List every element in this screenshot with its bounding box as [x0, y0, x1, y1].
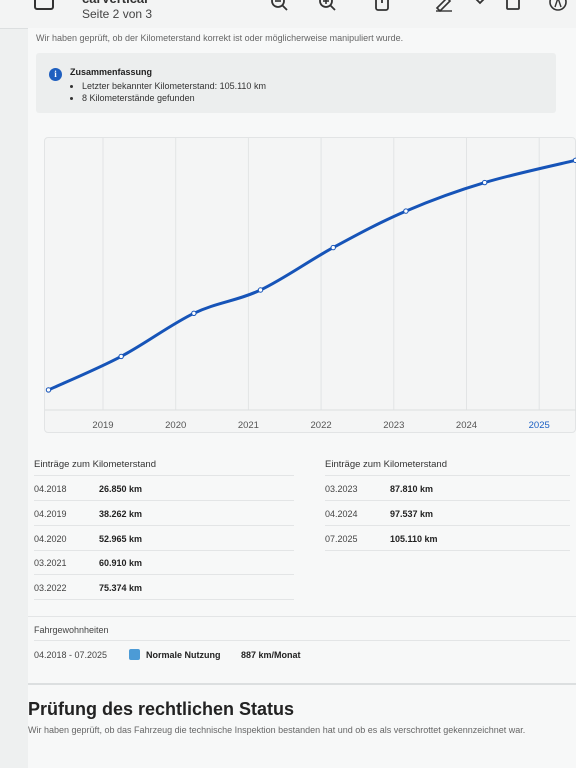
x-tick-label: 2019	[92, 420, 113, 431]
chevron-down-icon[interactable]	[470, 0, 490, 12]
mileage-chart: 2019 2020 2021 2022 2023 2024 2025	[44, 137, 576, 433]
summary-title: Zusammenfassung	[70, 67, 153, 77]
table-row-km: 105.110 km	[390, 534, 438, 544]
legal-status-text: Wir haben geprüft, ob das Fahrzeug die t…	[28, 725, 526, 735]
zoom-in-icon[interactable]	[318, 0, 338, 12]
table-row-km: 97.537 km	[390, 509, 434, 519]
crop-icon[interactable]	[504, 0, 524, 12]
table-row-km: 52.965 km	[99, 534, 143, 544]
intro-text: Wir haben geprüft, ob der Kilometerstand…	[36, 33, 404, 43]
row-divider	[325, 550, 570, 551]
row-divider	[34, 599, 294, 600]
table-row-km: 87.810 km	[390, 484, 434, 494]
window-toolbar: carVertical Seite 2 von 3	[0, 0, 576, 29]
data-point[interactable]	[118, 353, 124, 360]
page-indicator: Seite 2 von 3	[82, 7, 153, 21]
data-point[interactable]	[191, 310, 197, 317]
usage-legend-swatch	[129, 649, 140, 660]
row-divider	[325, 500, 570, 501]
sidebar-icon[interactable]	[34, 0, 54, 10]
table-heading-right: Einträge zum Kilometerstand	[325, 459, 447, 470]
row-divider	[34, 475, 294, 476]
zoom-out-icon[interactable]	[270, 0, 290, 12]
document-title: carVertical	[82, 0, 148, 6]
table-heading-left: Einträge zum Kilometerstand	[34, 459, 156, 470]
section-divider	[28, 616, 576, 617]
habits-period: 04.2018 - 07.2025	[34, 650, 108, 660]
row-divider	[325, 525, 570, 526]
table-row-km: 38.262 km	[99, 509, 143, 519]
mileage-series-line	[47, 158, 576, 392]
x-tick-label: 2021	[238, 420, 259, 431]
data-point[interactable]	[330, 244, 336, 251]
data-point[interactable]	[481, 179, 488, 186]
summary-item: Letzter bekannter Kilometerstand: 105.11…	[82, 80, 266, 92]
table-row-date: 04.2020	[34, 534, 67, 544]
x-tick-label: 2022	[311, 420, 332, 431]
x-tick-label: 2024	[456, 420, 477, 431]
summary-box: i Zusammenfassung Letzter bekannter Kilo…	[36, 53, 556, 113]
habits-heading: Fahrgewohnheiten	[34, 625, 109, 635]
table-row-date: 03.2022	[34, 583, 67, 593]
x-tick-label: 2020	[165, 420, 186, 431]
markup-icon[interactable]	[548, 0, 568, 12]
row-divider	[34, 640, 570, 641]
summary-list: Letzter bekannter Kilometerstand: 105.11…	[82, 80, 266, 104]
pencil-icon[interactable]	[434, 0, 454, 13]
table-row-date: 03.2021	[34, 558, 67, 568]
table-row-date: 04.2024	[325, 509, 358, 519]
row-divider	[34, 574, 294, 575]
table-row-date: 04.2018	[34, 484, 67, 494]
table-row-date: 03.2023	[325, 484, 358, 494]
table-row-km: 75.374 km	[99, 583, 143, 593]
table-row-date: 07.2025	[325, 534, 358, 544]
table-row-date: 04.2019	[34, 509, 67, 519]
usage-label: Normale Nutzung	[146, 650, 221, 660]
x-tick-label: 2023	[383, 420, 404, 431]
report-page: Wir haben geprüft, ob der Kilometerstand…	[28, 28, 576, 768]
table-row-km: 60.910 km	[99, 558, 143, 568]
usage-rate: 887 km/Monat	[241, 650, 301, 660]
share-icon[interactable]	[372, 0, 392, 12]
section-divider	[28, 683, 576, 685]
row-divider	[34, 550, 294, 551]
legal-status-title: Prüfung des rechtlichen Status	[28, 699, 295, 719]
x-tick-label: 2025	[529, 420, 550, 431]
summary-item: 8 Kilometerstände gefunden	[82, 92, 266, 104]
row-divider	[34, 525, 294, 526]
row-divider	[325, 475, 570, 476]
mileage-chart-svg: 2019 2020 2021 2022 2023 2024 2025	[45, 138, 576, 431]
info-icon: i	[49, 68, 62, 81]
table-row-km: 26.850 km	[99, 484, 143, 494]
data-point[interactable]	[403, 208, 409, 214]
data-point[interactable]	[257, 287, 264, 293]
row-divider	[34, 500, 294, 501]
data-point[interactable]	[45, 387, 52, 393]
